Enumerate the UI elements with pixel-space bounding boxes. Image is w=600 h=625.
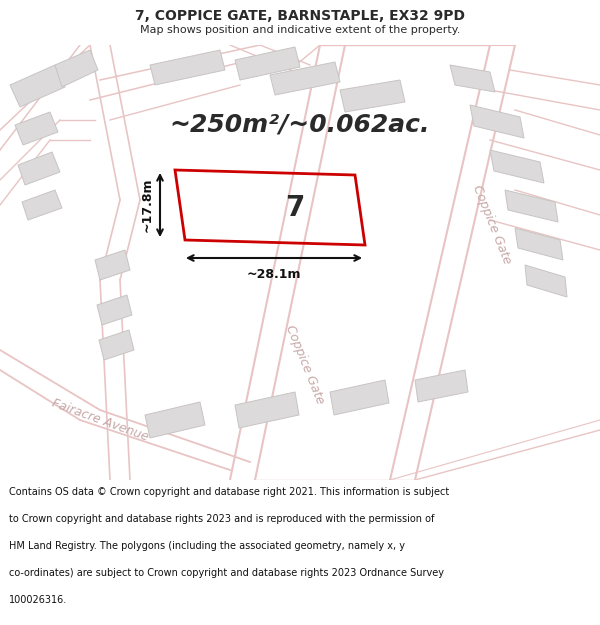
Polygon shape (22, 190, 62, 220)
Polygon shape (97, 295, 132, 325)
Text: 7, COPPICE GATE, BARNSTAPLE, EX32 9PD: 7, COPPICE GATE, BARNSTAPLE, EX32 9PD (135, 9, 465, 23)
Text: ~250m²/~0.062ac.: ~250m²/~0.062ac. (170, 113, 430, 137)
Text: Map shows position and indicative extent of the property.: Map shows position and indicative extent… (140, 25, 460, 35)
Text: HM Land Registry. The polygons (including the associated geometry, namely x, y: HM Land Registry. The polygons (includin… (9, 541, 405, 551)
Polygon shape (490, 150, 544, 183)
Polygon shape (145, 402, 205, 438)
Polygon shape (15, 112, 58, 145)
Text: 100026316.: 100026316. (9, 594, 67, 604)
Text: to Crown copyright and database rights 2023 and is reproduced with the permissio: to Crown copyright and database rights 2… (9, 514, 434, 524)
Polygon shape (235, 392, 299, 428)
Text: co-ordinates) are subject to Crown copyright and database rights 2023 Ordnance S: co-ordinates) are subject to Crown copyr… (9, 568, 444, 578)
Polygon shape (270, 62, 340, 95)
Text: Coppice Gate: Coppice Gate (470, 184, 514, 266)
Text: Contains OS data © Crown copyright and database right 2021. This information is : Contains OS data © Crown copyright and d… (9, 488, 449, 498)
Polygon shape (235, 47, 300, 80)
Polygon shape (505, 190, 558, 222)
Polygon shape (515, 228, 563, 260)
Polygon shape (330, 380, 389, 415)
Polygon shape (470, 105, 524, 138)
Text: Coppice Gate: Coppice Gate (283, 324, 327, 406)
Polygon shape (415, 370, 468, 402)
Polygon shape (150, 50, 225, 85)
Polygon shape (340, 80, 405, 112)
Polygon shape (99, 330, 134, 360)
Polygon shape (55, 50, 98, 87)
Text: ~17.8m: ~17.8m (141, 177, 154, 232)
Polygon shape (95, 250, 130, 280)
Polygon shape (18, 152, 60, 185)
Text: 7: 7 (286, 194, 305, 221)
Polygon shape (525, 265, 567, 297)
Polygon shape (10, 65, 65, 107)
Polygon shape (450, 65, 495, 92)
Text: ~28.1m: ~28.1m (247, 268, 301, 281)
Text: Fairacre Avenue: Fairacre Avenue (50, 396, 150, 444)
